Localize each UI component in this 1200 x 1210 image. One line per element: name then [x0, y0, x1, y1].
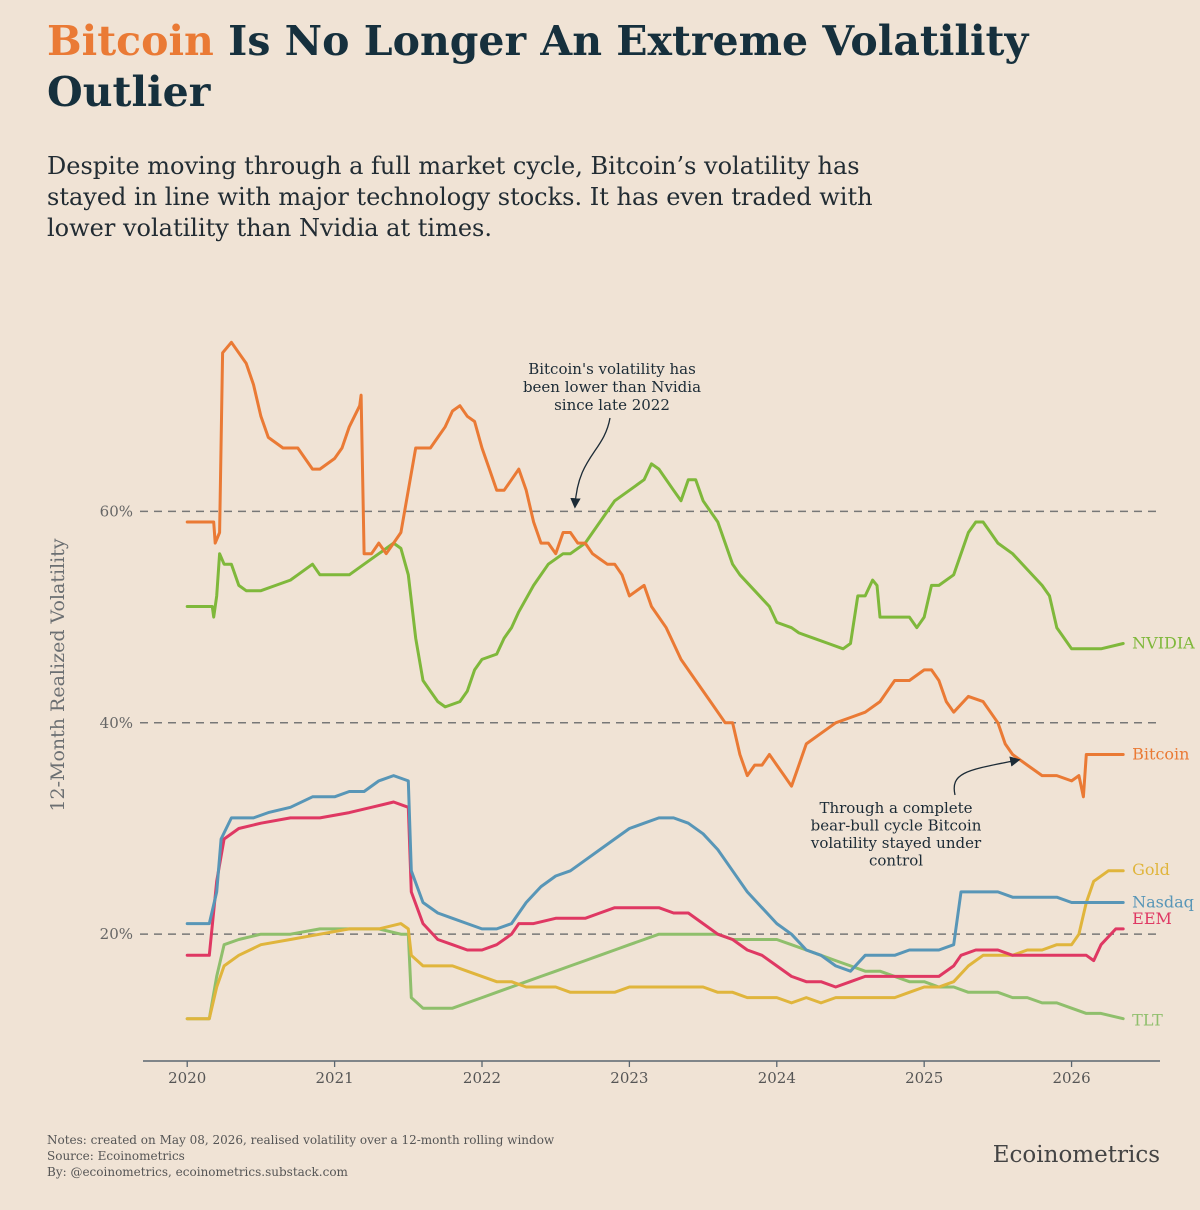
- x-tick-label: 2022: [463, 1069, 501, 1087]
- series-line-tlt: [185, 927, 1125, 1021]
- series-label-tlt: TLT: [1132, 1011, 1163, 1030]
- series-line-eem: [185, 800, 1125, 989]
- annotation-bottom: Through a complete bear-bull cycle Bitcoi…: [810, 799, 982, 870]
- y-tick-label: 40%: [100, 714, 133, 732]
- annotation-line: Bitcoin's volatility has: [528, 360, 696, 378]
- x-tick-label: 2023: [610, 1069, 648, 1087]
- annotation-top: Bitcoin's volatility has been lower than …: [523, 360, 701, 414]
- series-line-gold: [185, 869, 1125, 1021]
- series-label-eem: EEM: [1132, 909, 1172, 928]
- series-label-nasdaq: Nasdaq: [1132, 892, 1194, 911]
- grid-lines: [140, 510, 1160, 935]
- title-rest: Is No Longer An Extreme Volatility Outli…: [47, 17, 1029, 116]
- axes: 20% 40% 60% 2020 2021 2022 2023 2024 2025 2026 12-…: [47, 502, 1160, 1087]
- chart-subtitle: Despite moving through a full market cyc…: [47, 152, 873, 242]
- y-tick-label: 60%: [100, 502, 133, 520]
- annotation-line: volatility stayed under: [810, 834, 982, 852]
- footnotes: Notes: created on May 08, 2026, realised…: [47, 1132, 554, 1180]
- annotation-line: been lower than Nvidia: [523, 378, 701, 396]
- annotation-line: control: [869, 852, 923, 870]
- series-label-gold: Gold: [1132, 860, 1170, 879]
- x-tick-label: 2026: [1052, 1069, 1090, 1087]
- source-line: Source: Ecoinometrics: [47, 1149, 185, 1163]
- chart-title: Bitcoin Is No Longer An Extreme Volatili…: [47, 16, 1157, 118]
- annotation-bottom-arrow: [953, 756, 1021, 796]
- series-line-bitcoin: [185, 340, 1125, 799]
- annotation-line: bear-bull cycle Bitcoin: [811, 817, 982, 835]
- x-tick-label: 2024: [758, 1069, 796, 1087]
- series-line-nasdaq: [185, 774, 1125, 973]
- annotation-line: Through a complete: [819, 799, 972, 817]
- x-tick-label: 2020: [168, 1069, 206, 1087]
- notes-line: Notes: created on May 08, 2026, realised…: [47, 1133, 555, 1147]
- annotation-top-arrow: [570, 417, 611, 509]
- y-axis-label: 12-Month Realized Volatility: [47, 538, 69, 811]
- annotations: Bitcoin's volatility has been lower than …: [523, 360, 1021, 870]
- annotation-line: since late 2022: [554, 396, 670, 414]
- title-highlight: Bitcoin: [47, 17, 214, 65]
- brand-logo-text: Ecoinometrics: [992, 1142, 1160, 1168]
- x-tick-label: 2021: [316, 1069, 354, 1087]
- x-tick-label: 2025: [905, 1069, 943, 1087]
- series-line-nvidia: [185, 462, 1125, 709]
- y-tick-label: 20%: [100, 925, 133, 943]
- series-lines: [185, 340, 1125, 1021]
- series-label-nvidia: NVIDIA: [1132, 634, 1195, 653]
- series-label-bitcoin: Bitcoin: [1132, 744, 1189, 763]
- byline: By: @ecoinometrics, ecoinometrics.substa…: [47, 1165, 348, 1179]
